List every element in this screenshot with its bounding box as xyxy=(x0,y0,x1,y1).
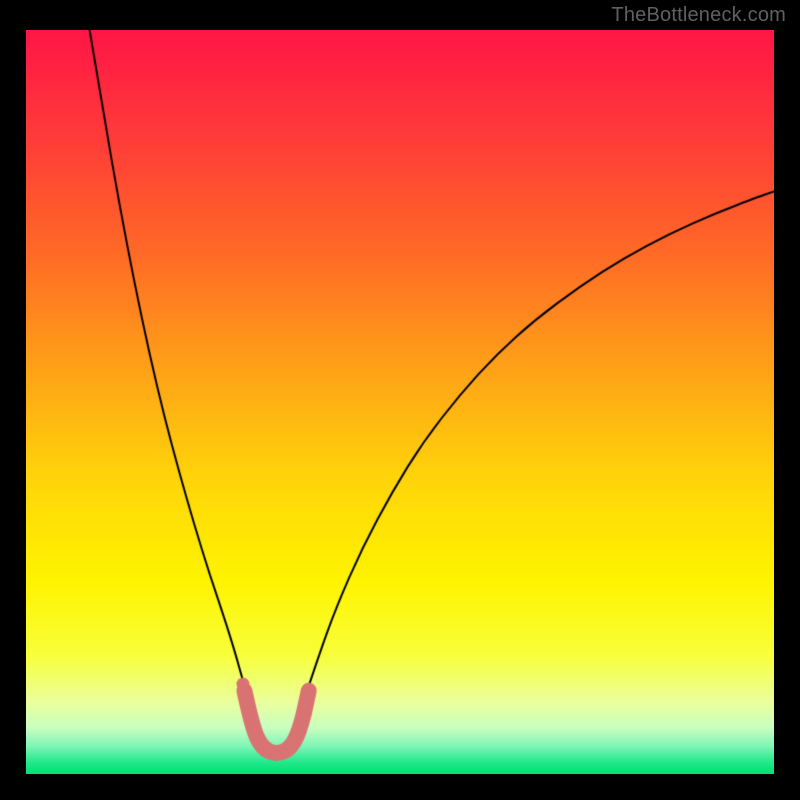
watermark-text: TheBottleneck.com xyxy=(611,4,786,27)
plot-frame xyxy=(26,30,774,774)
chart-stage: TheBottleneck.com xyxy=(0,0,800,800)
chart-curve-layer xyxy=(26,30,774,774)
